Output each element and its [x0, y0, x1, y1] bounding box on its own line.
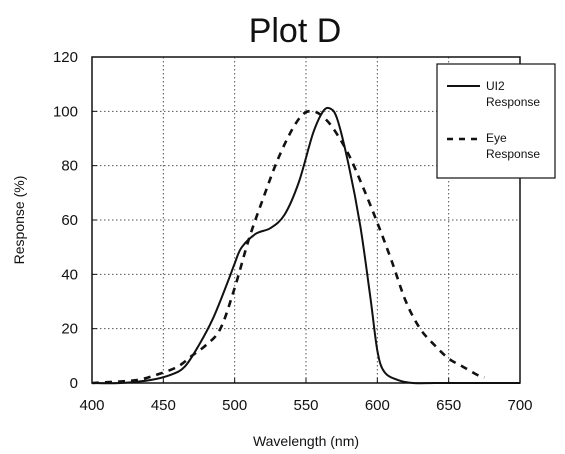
y-tick-label: 60	[61, 212, 78, 229]
y-tick-label: 20	[61, 321, 78, 338]
x-tick-label: 600	[365, 397, 390, 414]
x-tick-label: 400	[79, 397, 104, 414]
axis-ticks: 400 450 500 550 600 650 700 0 20 40 60 80 100 120	[53, 49, 533, 414]
legend-box	[436, 63, 556, 179]
legend-label-ui2-line1: UI2	[486, 79, 505, 93]
chart-title: Plot D	[249, 12, 342, 50]
x-tick-label: 700	[507, 397, 532, 414]
series-line-eye-response	[91, 109, 485, 385]
y-tick-label: 0	[70, 375, 78, 392]
x-tick-label: 650	[436, 397, 461, 414]
series-group	[91, 106, 520, 385]
y-tick-label: 80	[61, 158, 78, 175]
y-tick-label: 100	[53, 103, 78, 120]
x-axis-label: Wavelength (nm)	[253, 433, 359, 449]
legend-label-eye-line1: Eye	[486, 131, 507, 145]
x-tick-label: 500	[222, 397, 247, 414]
legend: UI2 Response Eye Response	[436, 63, 556, 179]
x-tick-label: 450	[151, 397, 176, 414]
y-axis-label: Response (%)	[11, 176, 27, 265]
legend-label-ui2-line2: Response	[486, 95, 540, 109]
x-tick-label: 550	[293, 397, 318, 414]
y-tick-label: 40	[61, 266, 78, 283]
legend-label-eye-line2: Response	[486, 147, 540, 161]
y-tick-label: 120	[53, 49, 78, 66]
